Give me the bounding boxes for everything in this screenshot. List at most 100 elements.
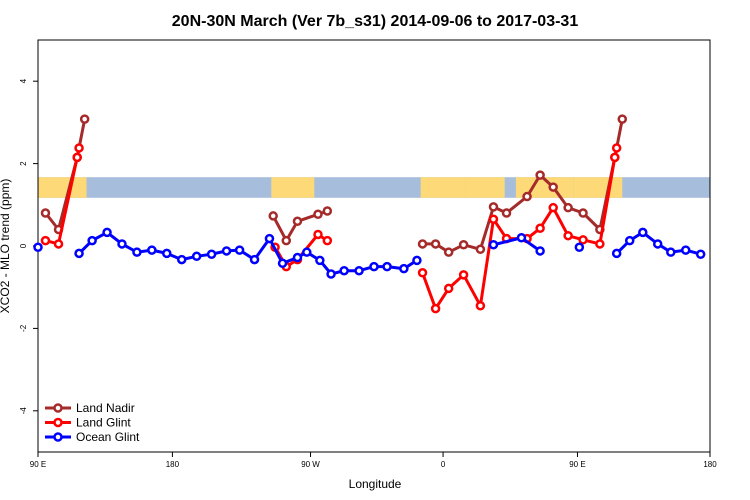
data-point <box>191 251 202 262</box>
data-point <box>611 248 622 259</box>
data-point <box>234 245 245 255</box>
legend-marker <box>53 432 63 442</box>
data-point <box>488 240 499 250</box>
data-point <box>617 114 628 124</box>
data-point <box>638 227 648 238</box>
data-point <box>475 300 486 311</box>
data-point <box>322 235 333 246</box>
series-line <box>44 118 87 231</box>
data-point <box>563 202 573 213</box>
y-tick-label: 2 <box>19 161 28 166</box>
data-point <box>33 242 43 252</box>
series-line <box>45 147 81 246</box>
x-tick-label: 90 E <box>30 460 46 469</box>
data-point <box>74 143 84 153</box>
data-point <box>249 254 260 265</box>
data-point <box>624 235 635 246</box>
series-line <box>493 236 541 253</box>
data-point <box>102 227 112 238</box>
data-point <box>501 208 512 218</box>
data-point <box>548 202 558 213</box>
data-point <box>147 245 157 255</box>
data-point <box>40 235 51 246</box>
data-point <box>264 233 275 244</box>
data-point <box>382 261 392 272</box>
data-point <box>339 265 349 276</box>
data-point <box>292 252 303 263</box>
data-point <box>430 239 441 249</box>
data-point <box>578 208 588 218</box>
legend-label: Land Nadir <box>76 401 135 415</box>
plot-frame <box>37 39 711 453</box>
series-line <box>78 230 418 276</box>
data-point <box>417 239 428 249</box>
data-point <box>132 247 142 257</box>
x-tick-label: 180 <box>703 460 717 469</box>
data-point <box>176 254 187 265</box>
data-point <box>354 265 364 276</box>
data-point <box>430 303 441 314</box>
data-point <box>268 211 278 221</box>
data-point <box>322 206 333 216</box>
series-layer <box>33 114 706 314</box>
data-point <box>695 249 706 259</box>
data-point <box>79 114 90 124</box>
x-tick-label: 180 <box>166 460 180 469</box>
series-ocean-glint <box>33 227 706 279</box>
map-land-2 <box>420 177 466 198</box>
data-point <box>72 152 82 163</box>
data-point <box>548 182 558 192</box>
data-point <box>315 255 325 266</box>
map-land-1 <box>271 177 315 198</box>
chart-title: 20N-30N March (Ver 7b_s31) 2014-09-06 to… <box>172 13 579 30</box>
data-point <box>611 143 622 153</box>
data-point <box>292 216 303 227</box>
data-point <box>535 170 545 180</box>
data-point <box>302 247 312 257</box>
series-land-glint <box>40 143 622 314</box>
data-point <box>522 191 532 202</box>
legend-label: Land Glint <box>76 416 131 430</box>
data-point <box>117 239 127 249</box>
data-point <box>488 202 499 212</box>
data-point <box>277 258 288 269</box>
data-point <box>578 235 588 245</box>
data-point <box>412 255 422 266</box>
legend-label: Ocean Glint <box>76 430 140 444</box>
data-point <box>313 229 323 240</box>
x-tick-label: 90 E <box>569 460 585 469</box>
x-axis-label: Longitude <box>349 477 402 491</box>
y-tick-label: 4 <box>19 78 28 83</box>
data-point <box>458 240 469 250</box>
legend-marker <box>53 417 63 428</box>
data-point <box>206 249 217 259</box>
y-tick-label: -4 <box>19 407 28 415</box>
data-point <box>516 233 527 243</box>
data-point <box>162 248 172 259</box>
y-axis-label: XCO2 - MLO trend (ppm) <box>0 179 12 314</box>
series-line <box>421 147 619 311</box>
data-point <box>488 214 499 224</box>
data-point <box>399 263 409 274</box>
data-point <box>458 270 469 280</box>
data-point <box>666 247 676 257</box>
data-point <box>313 209 323 220</box>
data-point <box>563 230 573 241</box>
y-tick-label: 0 <box>19 243 28 248</box>
data-point <box>281 235 292 246</box>
data-point <box>652 239 663 249</box>
data-point <box>443 283 454 294</box>
x-tick-label: 90 W <box>301 460 320 469</box>
data-point <box>417 268 428 278</box>
series-land-nadir <box>40 114 628 257</box>
data-point <box>221 246 232 256</box>
data-point <box>40 208 51 218</box>
data-point <box>574 242 585 252</box>
map-land-3 <box>465 177 505 198</box>
data-point <box>369 261 379 272</box>
data-point <box>326 269 336 279</box>
map-strip <box>38 177 710 198</box>
data-point <box>87 235 97 246</box>
